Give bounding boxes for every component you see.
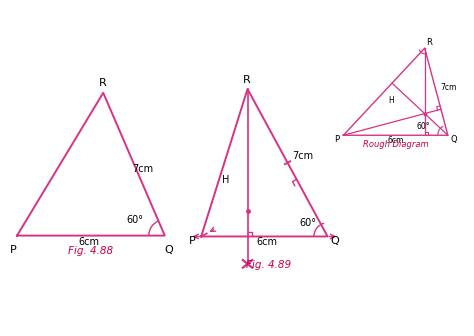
Text: Q: Q xyxy=(164,245,173,255)
Text: H: H xyxy=(388,96,394,105)
Text: 60°: 60° xyxy=(417,122,430,131)
Text: R: R xyxy=(100,78,107,88)
Text: P: P xyxy=(10,245,17,255)
Text: 7cm: 7cm xyxy=(441,83,457,92)
Text: R: R xyxy=(426,38,432,47)
Text: 7cm: 7cm xyxy=(132,164,153,174)
Text: Rough Diagram: Rough Diagram xyxy=(363,140,428,150)
Text: R: R xyxy=(243,75,250,85)
Text: Fig. 4.88: Fig. 4.88 xyxy=(68,246,113,256)
Text: H: H xyxy=(222,175,229,185)
Text: 60°: 60° xyxy=(127,215,144,225)
Text: 60°: 60° xyxy=(299,218,316,228)
Text: 6cm: 6cm xyxy=(78,238,99,247)
Text: P: P xyxy=(334,135,339,143)
Text: 6cm: 6cm xyxy=(387,136,404,145)
Text: 7cm: 7cm xyxy=(292,151,313,161)
Text: Q: Q xyxy=(331,236,339,246)
Text: Fig. 4.89: Fig. 4.89 xyxy=(246,260,291,270)
Text: 6cm: 6cm xyxy=(256,237,277,247)
Text: P: P xyxy=(189,236,196,246)
Text: Q: Q xyxy=(450,135,457,143)
